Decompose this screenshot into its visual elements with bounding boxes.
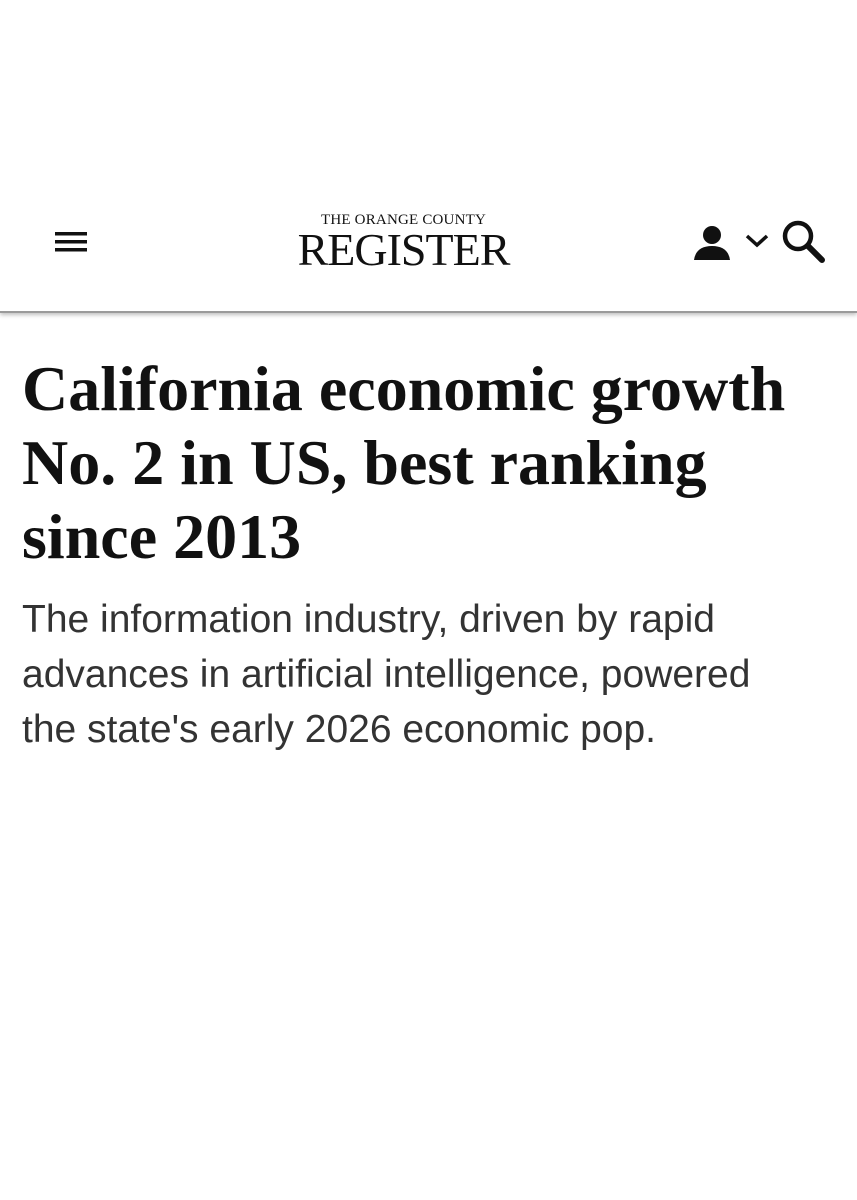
headline: California economic growth No. 2 in US, … (22, 353, 786, 572)
site-header: THE ORANGE COUNTY REGISTER (0, 0, 857, 313)
menu-button[interactable] (55, 230, 87, 254)
search-button[interactable] (780, 218, 826, 264)
logo[interactable]: THE ORANGE COUNTY REGISTER (0, 212, 857, 275)
account-button[interactable] (692, 222, 732, 262)
account-dropdown[interactable] (744, 232, 770, 250)
logo-main: REGISTER (297, 224, 511, 275)
dek: The information industry, driven by rapi… (22, 598, 751, 751)
logo-top: THE ORANGE COUNTY (320, 212, 487, 228)
